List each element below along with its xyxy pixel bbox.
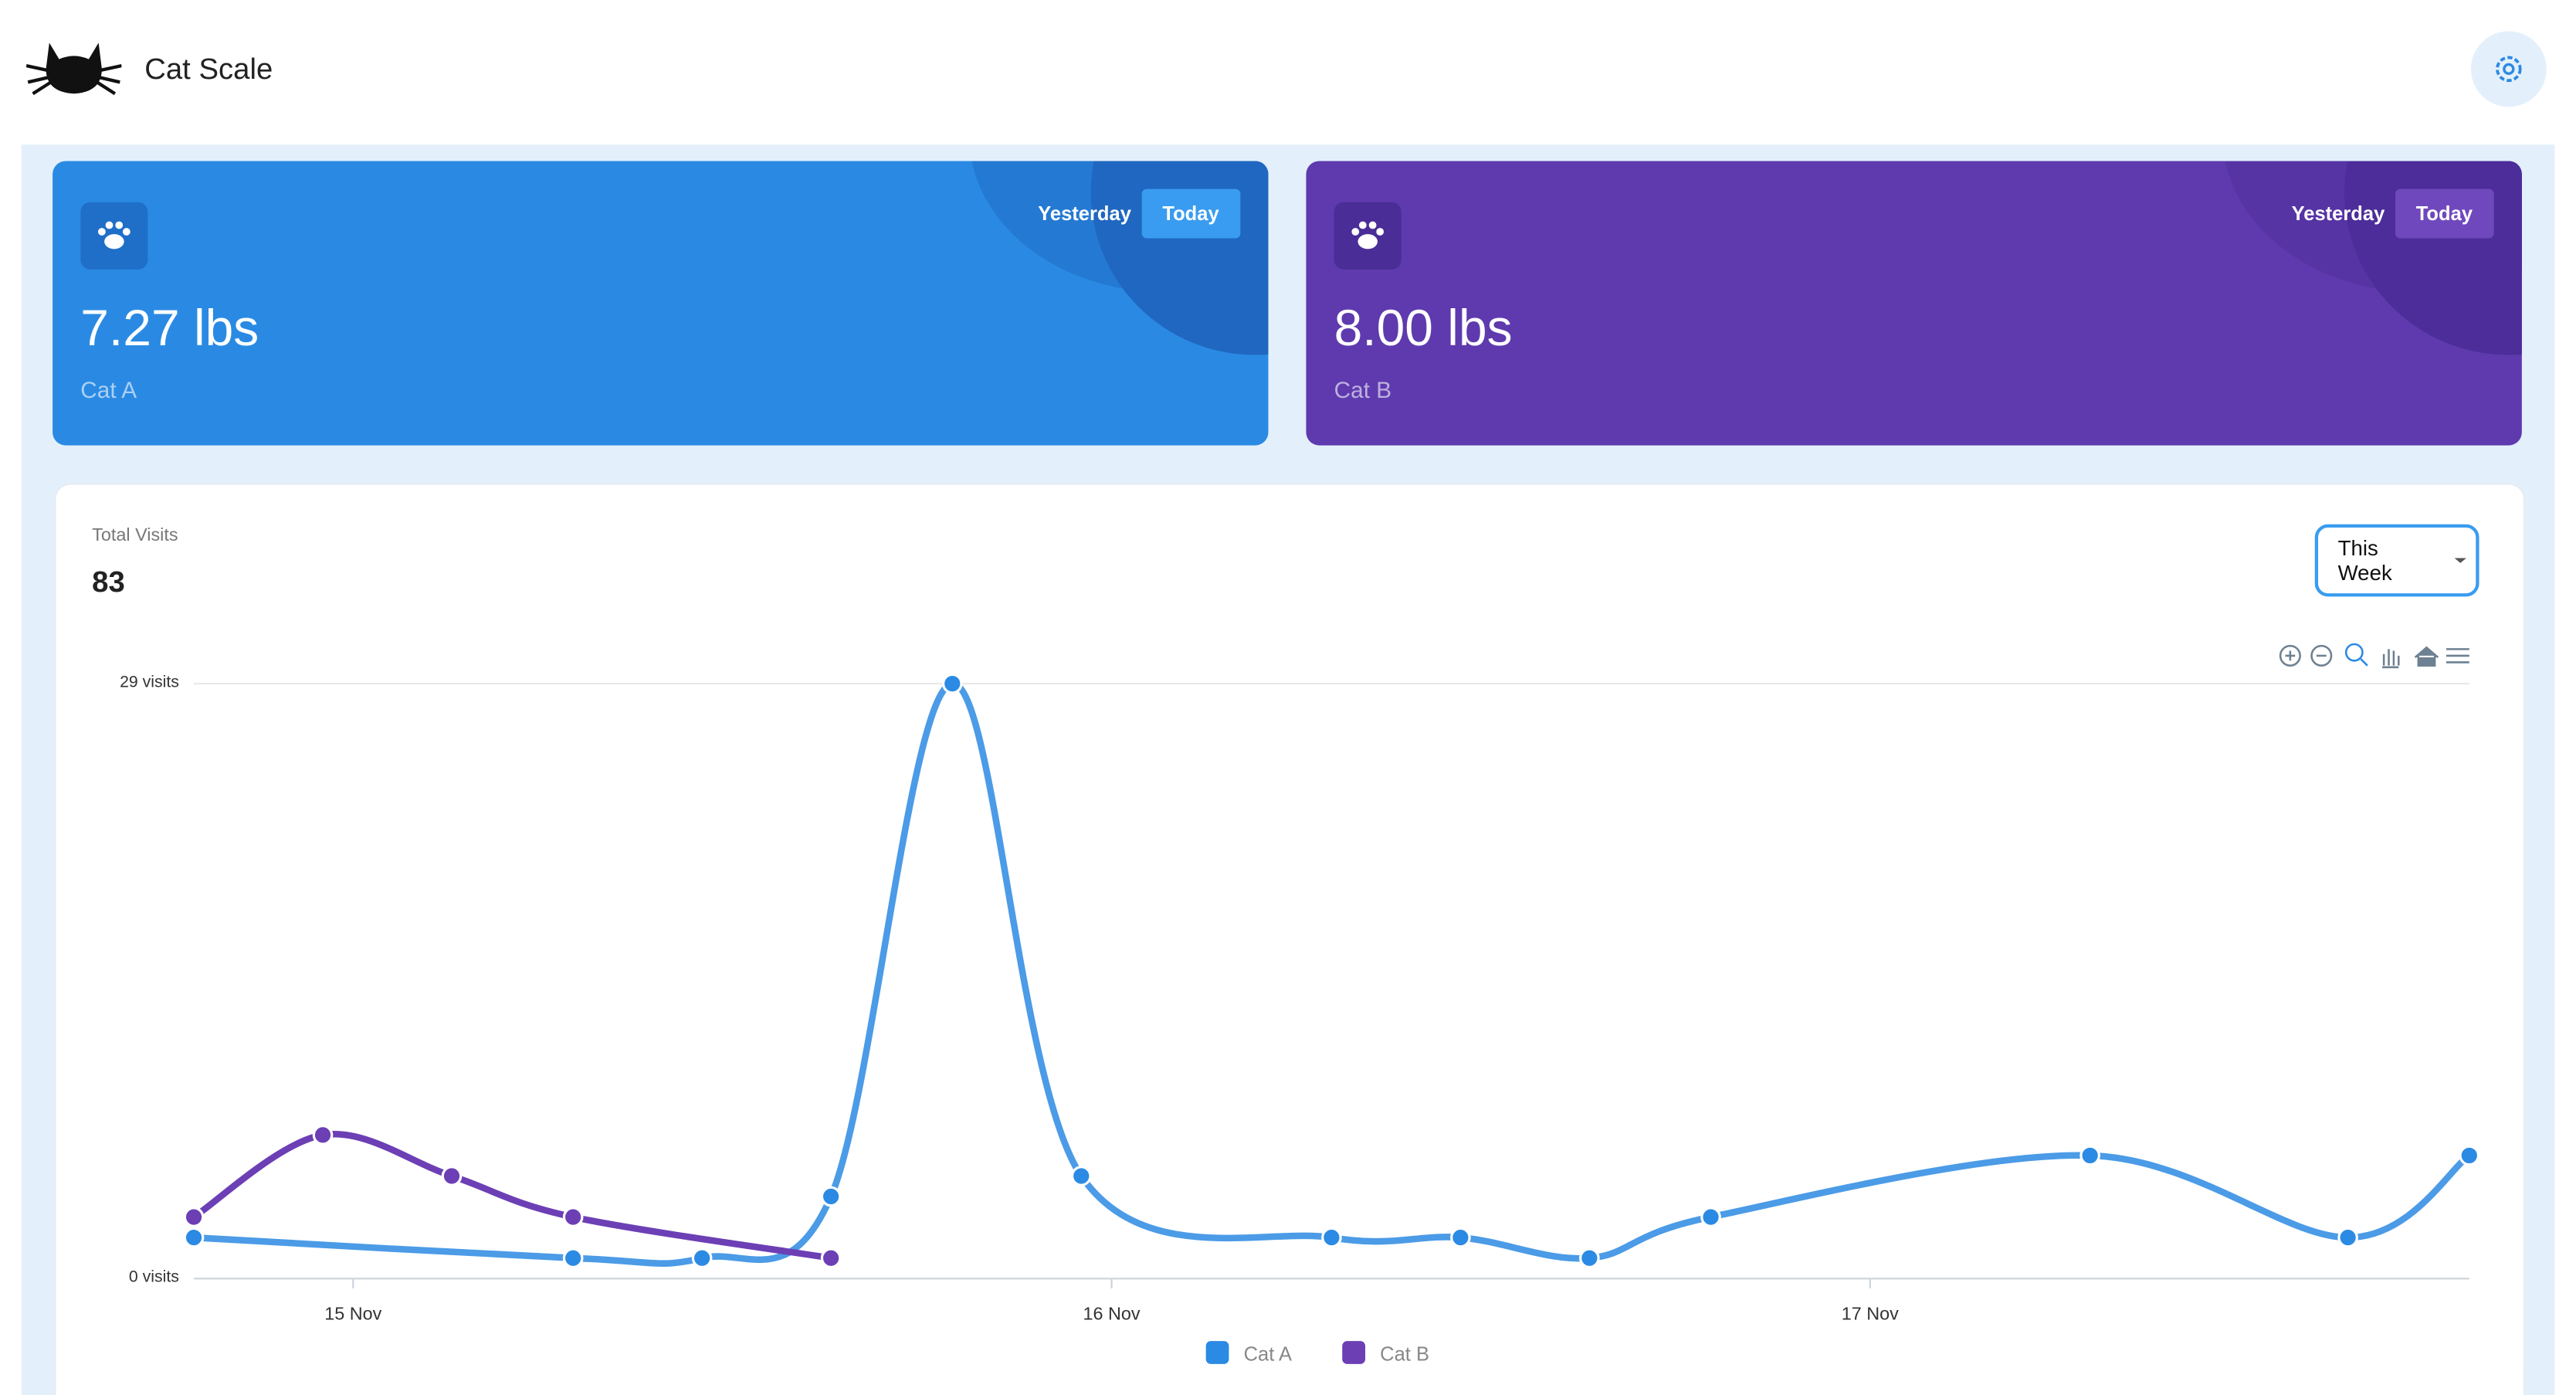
data-point (183, 1207, 205, 1227)
data-point (1579, 1247, 1600, 1269)
x-tick-label: 15 Nov (324, 1303, 381, 1323)
period-text: This Week (2337, 535, 2392, 585)
data-point (1450, 1227, 1471, 1248)
data-point (820, 1186, 842, 1207)
legend-label: Cat B (1380, 1344, 1429, 1366)
data-point (820, 1247, 842, 1269)
cat-name: Cat B (1334, 376, 1392, 403)
weight: 7.27 lbs (80, 299, 259, 357)
x-tick-label: 16 Nov (1083, 1303, 1141, 1323)
day-toggle: Yesterday Today (2282, 188, 2494, 239)
toggle-option[interactable]: Yesterday (2291, 202, 2385, 226)
data-point (312, 1125, 334, 1146)
cat-card: 7.27 lbs Cat A Yesterday Today (53, 161, 1269, 446)
cat-logo (26, 42, 122, 96)
x-tick-label: 17 Nov (1842, 1303, 1899, 1323)
paw-icon (80, 202, 148, 270)
data-point (691, 1247, 713, 1269)
toggle-option[interactable]: Yesterday (1038, 202, 1131, 226)
data-point (562, 1207, 584, 1227)
summary-label: Total Visits (92, 525, 178, 546)
legend-marker (1342, 1341, 1366, 1364)
data-point (562, 1247, 584, 1269)
toggle-option[interactable]: Today (1141, 188, 1241, 239)
legend-marker (1205, 1341, 1229, 1364)
data-point (1321, 1227, 1342, 1248)
toggle-option[interactable]: Today (2395, 188, 2494, 239)
paw-icon (1334, 202, 1402, 270)
summary-value: 83 (92, 565, 125, 599)
y-tick-label: 29 visits (120, 672, 179, 691)
chart-card: Total Visits 83 This Week (54, 483, 2526, 1395)
legend-label: Cat A (1244, 1344, 1292, 1366)
app-title: Cat Scale (144, 53, 273, 86)
period-select[interactable]: This Week (2314, 524, 2479, 597)
data-point (441, 1166, 463, 1186)
weight: 8.00 lbs (1334, 299, 1513, 357)
cat-card: 8.00 lbs Cat B Yesterday Today (1306, 161, 2522, 446)
series-line (193, 680, 2472, 1267)
data-point (183, 1227, 205, 1248)
y-tick-label: 0 visits (129, 1268, 179, 1286)
cat-name: Cat A (80, 376, 137, 403)
chart-toolbar (2279, 643, 2469, 669)
settings-button[interactable] (2470, 31, 2547, 107)
gear-icon (2496, 56, 2522, 83)
series-line (192, 1130, 832, 1261)
data-point (2337, 1227, 2358, 1248)
data-point (2459, 1145, 2480, 1166)
data-point (1700, 1207, 1721, 1227)
data-point (1070, 1166, 1092, 1186)
data-point (2079, 1145, 2100, 1166)
day-toggle: Yesterday Today (1029, 188, 1241, 239)
data-point (942, 673, 963, 694)
